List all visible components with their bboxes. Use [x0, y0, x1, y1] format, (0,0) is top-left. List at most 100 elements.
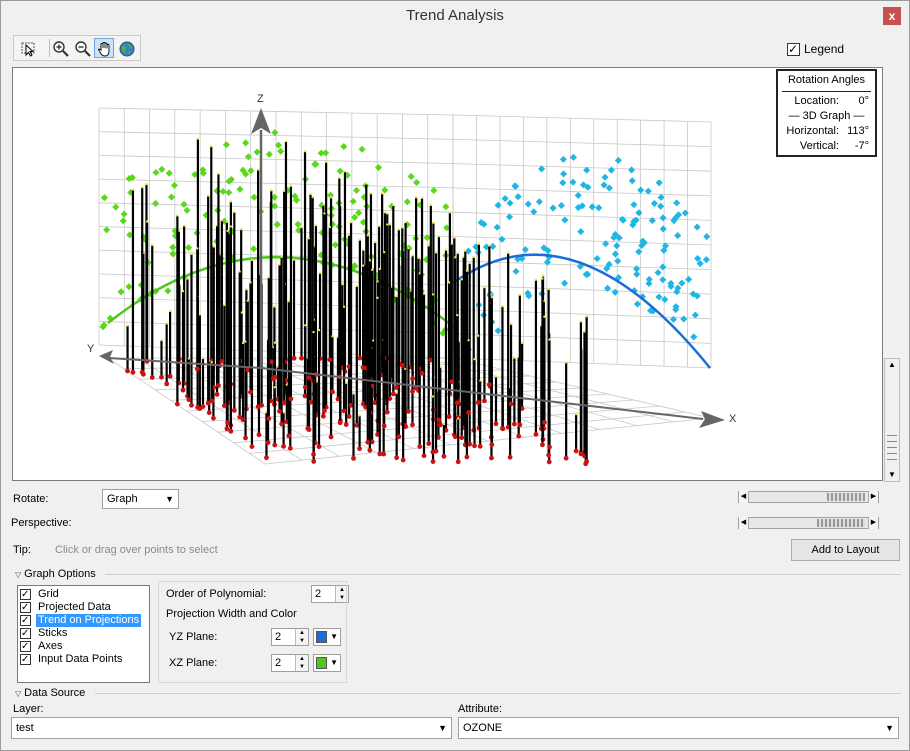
input-data-point: [209, 398, 215, 404]
input-data-point: [436, 417, 442, 423]
data-source-header[interactable]: ▽ Data Source: [15, 687, 85, 699]
input-data-point: [467, 441, 473, 447]
stick-tip: [198, 313, 202, 316]
plot-canvas[interactable]: Z Y X: [13, 68, 882, 480]
graph-options-list[interactable]: ✓ Grid ✓ Projected Data ✓ Trend on Proje…: [17, 585, 150, 683]
option-axes[interactable]: ✓ Axes: [20, 640, 62, 653]
option-checkbox[interactable]: ✓: [20, 627, 31, 639]
layer-select[interactable]: test ▼: [11, 717, 452, 739]
xz-projection-point: [167, 193, 176, 201]
yz-projection-point: [633, 265, 641, 273]
attribute-select[interactable]: OZONE ▼: [458, 717, 899, 739]
input-data-point: [394, 385, 400, 390]
order-of-polynomial-stepper[interactable]: 2 ▲ ▼: [311, 585, 349, 603]
hand-icon: [97, 42, 110, 57]
input-data-point: [281, 400, 287, 406]
y-axis-label: Y: [87, 343, 95, 355]
yz-projection-point: [632, 216, 640, 224]
stepper-down-icon[interactable]: ▼: [295, 663, 308, 671]
option-checkbox[interactable]: ✓: [20, 601, 31, 613]
stick-tip: [267, 275, 271, 279]
rotate-select[interactable]: Graph ▼: [102, 489, 179, 509]
check-icon: ✓: [21, 653, 30, 665]
stick-tip: [273, 341, 277, 344]
input-data-point: [311, 459, 317, 464]
grid-line: [98, 202, 712, 221]
slider-thumb[interactable]: [817, 519, 865, 527]
yz-projection-point: [645, 275, 653, 283]
option-checkbox[interactable]: ✓: [20, 614, 31, 626]
xz-color-picker[interactable]: ▼: [313, 654, 341, 672]
stick-tip: [477, 242, 481, 246]
yz-projection-point: [578, 202, 586, 210]
full-extent-button[interactable]: [116, 38, 136, 58]
close-button[interactable]: x: [883, 7, 901, 25]
legend-checkbox-box[interactable]: ✓: [787, 42, 800, 56]
option-checkbox[interactable]: ✓: [20, 653, 31, 665]
legend-checkbox[interactable]: ✓ Legend: [787, 42, 844, 58]
option-sticks[interactable]: ✓ Sticks: [20, 627, 67, 640]
input-data-point: [511, 421, 517, 427]
stick-tip: [427, 244, 430, 247]
horizontal-value: 113°: [847, 125, 869, 137]
slider-left-icon[interactable]: ◀: [739, 517, 749, 529]
xz-width-stepper[interactable]: 2 ▲ ▼: [271, 654, 309, 672]
stick-tip: [365, 182, 368, 185]
slider-right-icon[interactable]: ▶: [868, 491, 878, 503]
stepper-up-icon[interactable]: ▲: [295, 655, 308, 663]
slider-thumb[interactable]: [827, 493, 865, 501]
zoom-in-button[interactable]: [50, 38, 70, 58]
xz-projection-point: [242, 139, 250, 147]
input-data-point: [455, 459, 461, 465]
input-data-point: [200, 404, 206, 409]
collapse-icon[interactable]: ▽: [15, 689, 22, 698]
option-projected-data[interactable]: ✓ Projected Data: [20, 601, 111, 614]
slider-left-icon[interactable]: ◀: [739, 491, 749, 503]
pan-button[interactable]: [94, 38, 114, 58]
input-data-point: [272, 442, 278, 448]
yz-width-stepper[interactable]: 2 ▲ ▼: [271, 628, 309, 646]
xz-projection-point: [322, 149, 330, 157]
scroll-up-icon[interactable]: ▲: [888, 360, 896, 369]
stepper-up-icon[interactable]: ▲: [295, 629, 308, 637]
stick-tip: [404, 220, 407, 224]
chevron-down-icon: ▼: [330, 658, 338, 667]
yz-color-picker[interactable]: ▼: [313, 628, 341, 646]
horizontal-rotation-slider[interactable]: ◀ ▶: [738, 491, 879, 503]
option-input-data-points[interactable]: ✓ Input Data Points: [20, 653, 122, 666]
slider-right-icon[interactable]: ▶: [868, 517, 878, 529]
zoom-out-button[interactable]: [72, 38, 92, 58]
check-icon: ✓: [21, 627, 30, 639]
input-data-point: [249, 444, 255, 449]
option-label: Trend on Projections: [36, 614, 142, 627]
slider-thumb[interactable]: [887, 435, 897, 438]
input-data-point: [206, 410, 212, 416]
stick-tip: [307, 237, 310, 240]
option-checkbox[interactable]: ✓: [20, 640, 31, 652]
yz-projection-point: [511, 182, 519, 190]
stepper-up-icon[interactable]: ▲: [335, 586, 348, 594]
trend-3d-plot[interactable]: Z Y X: [12, 67, 883, 481]
title-bar[interactable]: Trend Analysis x: [1, 1, 909, 31]
perspective-slider[interactable]: ◀ ▶: [738, 517, 879, 529]
input-data-point: [430, 459, 436, 464]
collapse-icon[interactable]: ▽: [15, 570, 22, 579]
option-grid[interactable]: ✓ Grid: [20, 588, 59, 601]
stick-tip: [465, 269, 469, 272]
stick-tip: [245, 288, 248, 291]
vertical-rotation-slider[interactable]: ▲ ▼: [884, 358, 900, 482]
stepper-down-icon[interactable]: ▼: [295, 637, 308, 645]
yz-projection-point: [644, 187, 652, 195]
graph-options-header[interactable]: ▽ Graph Options: [15, 568, 96, 580]
option-trend-on-projections[interactable]: ✓ Trend on Projections: [20, 614, 142, 627]
stepper-down-icon[interactable]: ▼: [335, 594, 348, 602]
option-checkbox[interactable]: ✓: [20, 588, 31, 600]
yz-projection-point: [671, 214, 679, 222]
toolbar: [13, 35, 141, 61]
stick-tip: [377, 224, 381, 228]
yz-projection-point: [549, 204, 557, 212]
add-to-layout-button[interactable]: Add to Layout: [791, 539, 900, 561]
stick-tip: [506, 251, 510, 254]
scroll-down-icon[interactable]: ▼: [888, 470, 896, 479]
select-tool-button[interactable]: [17, 38, 37, 58]
